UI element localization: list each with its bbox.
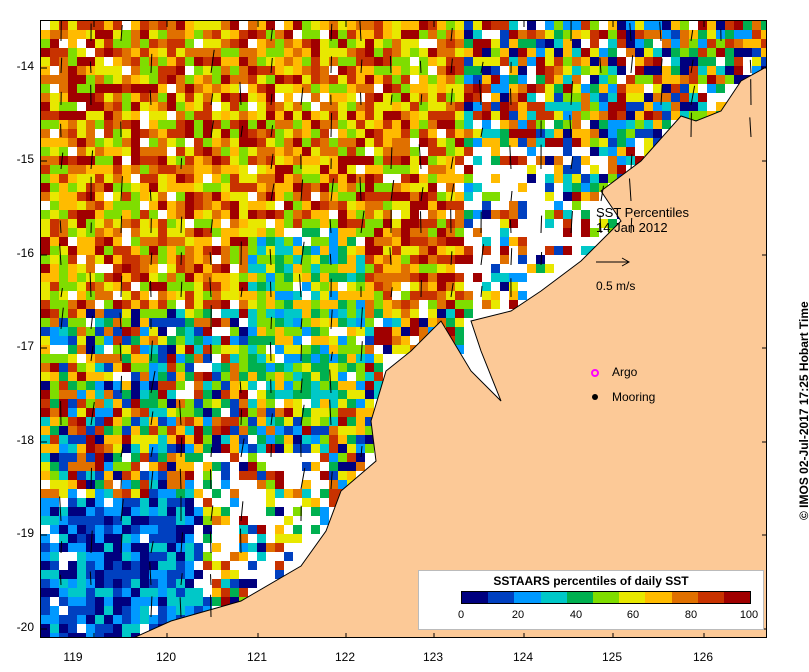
lat-label: -18 bbox=[16, 433, 34, 447]
mooring-label: Mooring bbox=[612, 390, 656, 404]
legend-tick: 60 bbox=[626, 609, 640, 621]
legend-title: SSTAARS percentiles of daily SST bbox=[493, 574, 689, 588]
colorbar-swatch bbox=[619, 592, 646, 603]
colorbar-swatch bbox=[592, 592, 620, 603]
colorbar-swatch bbox=[697, 592, 724, 603]
lon-label: 125 bbox=[601, 650, 623, 664]
colorbar-swatch bbox=[566, 592, 593, 603]
colorbar-swatch bbox=[540, 592, 567, 603]
map-title: SST Percentiles bbox=[596, 205, 689, 220]
arrow-right-icon bbox=[596, 257, 631, 267]
lon-label: 124 bbox=[512, 650, 534, 664]
colorbar-legend: SSTAARS percentiles of daily SST 0 20 40… bbox=[418, 570, 764, 630]
land-mass bbox=[134, 66, 766, 637]
lon-label: 126 bbox=[692, 650, 714, 664]
sst-map-canvas bbox=[41, 21, 766, 637]
lon-label: 121 bbox=[246, 650, 268, 664]
legend-tick: 20 bbox=[511, 609, 525, 621]
colorbar-swatch bbox=[514, 592, 541, 603]
lon-label: 120 bbox=[155, 650, 177, 664]
colorbar-swatch bbox=[645, 592, 672, 603]
colorbar-swatch bbox=[488, 592, 515, 603]
legend-tick: 0 bbox=[457, 609, 465, 621]
velocity-scale-label: 0.5 m/s bbox=[596, 279, 636, 293]
credit-text: © IMOS 02-Jul-2017 17:25 Hobart Time bbox=[797, 301, 809, 520]
lon-label: 122 bbox=[334, 650, 356, 664]
lon-label: 123 bbox=[422, 650, 444, 664]
argo-label: Argo bbox=[612, 365, 638, 379]
colorbar bbox=[461, 591, 751, 604]
lat-label: -19 bbox=[16, 526, 34, 540]
lat-label: -17 bbox=[16, 339, 34, 353]
map-panel bbox=[40, 20, 767, 638]
lat-label: -14 bbox=[16, 59, 34, 73]
filled-circle-icon bbox=[592, 394, 598, 400]
lat-label: -16 bbox=[16, 246, 34, 260]
legend-tick: 100 bbox=[739, 609, 759, 621]
colorbar-swatch bbox=[723, 592, 751, 603]
lon-label: 119 bbox=[63, 650, 83, 664]
lat-label: -20 bbox=[16, 620, 34, 634]
current-vectors bbox=[59, 21, 752, 618]
colorbar-swatch bbox=[671, 592, 698, 603]
colorbar-swatch bbox=[462, 592, 489, 603]
legend-tick: 40 bbox=[569, 609, 583, 621]
map-date: 14 Jan 2012 bbox=[596, 220, 668, 235]
legend-tick: 80 bbox=[684, 609, 698, 621]
open-circle-icon bbox=[591, 369, 599, 377]
sst-field bbox=[41, 21, 766, 637]
axis-ticks bbox=[41, 21, 766, 637]
lat-label: -15 bbox=[16, 152, 34, 166]
